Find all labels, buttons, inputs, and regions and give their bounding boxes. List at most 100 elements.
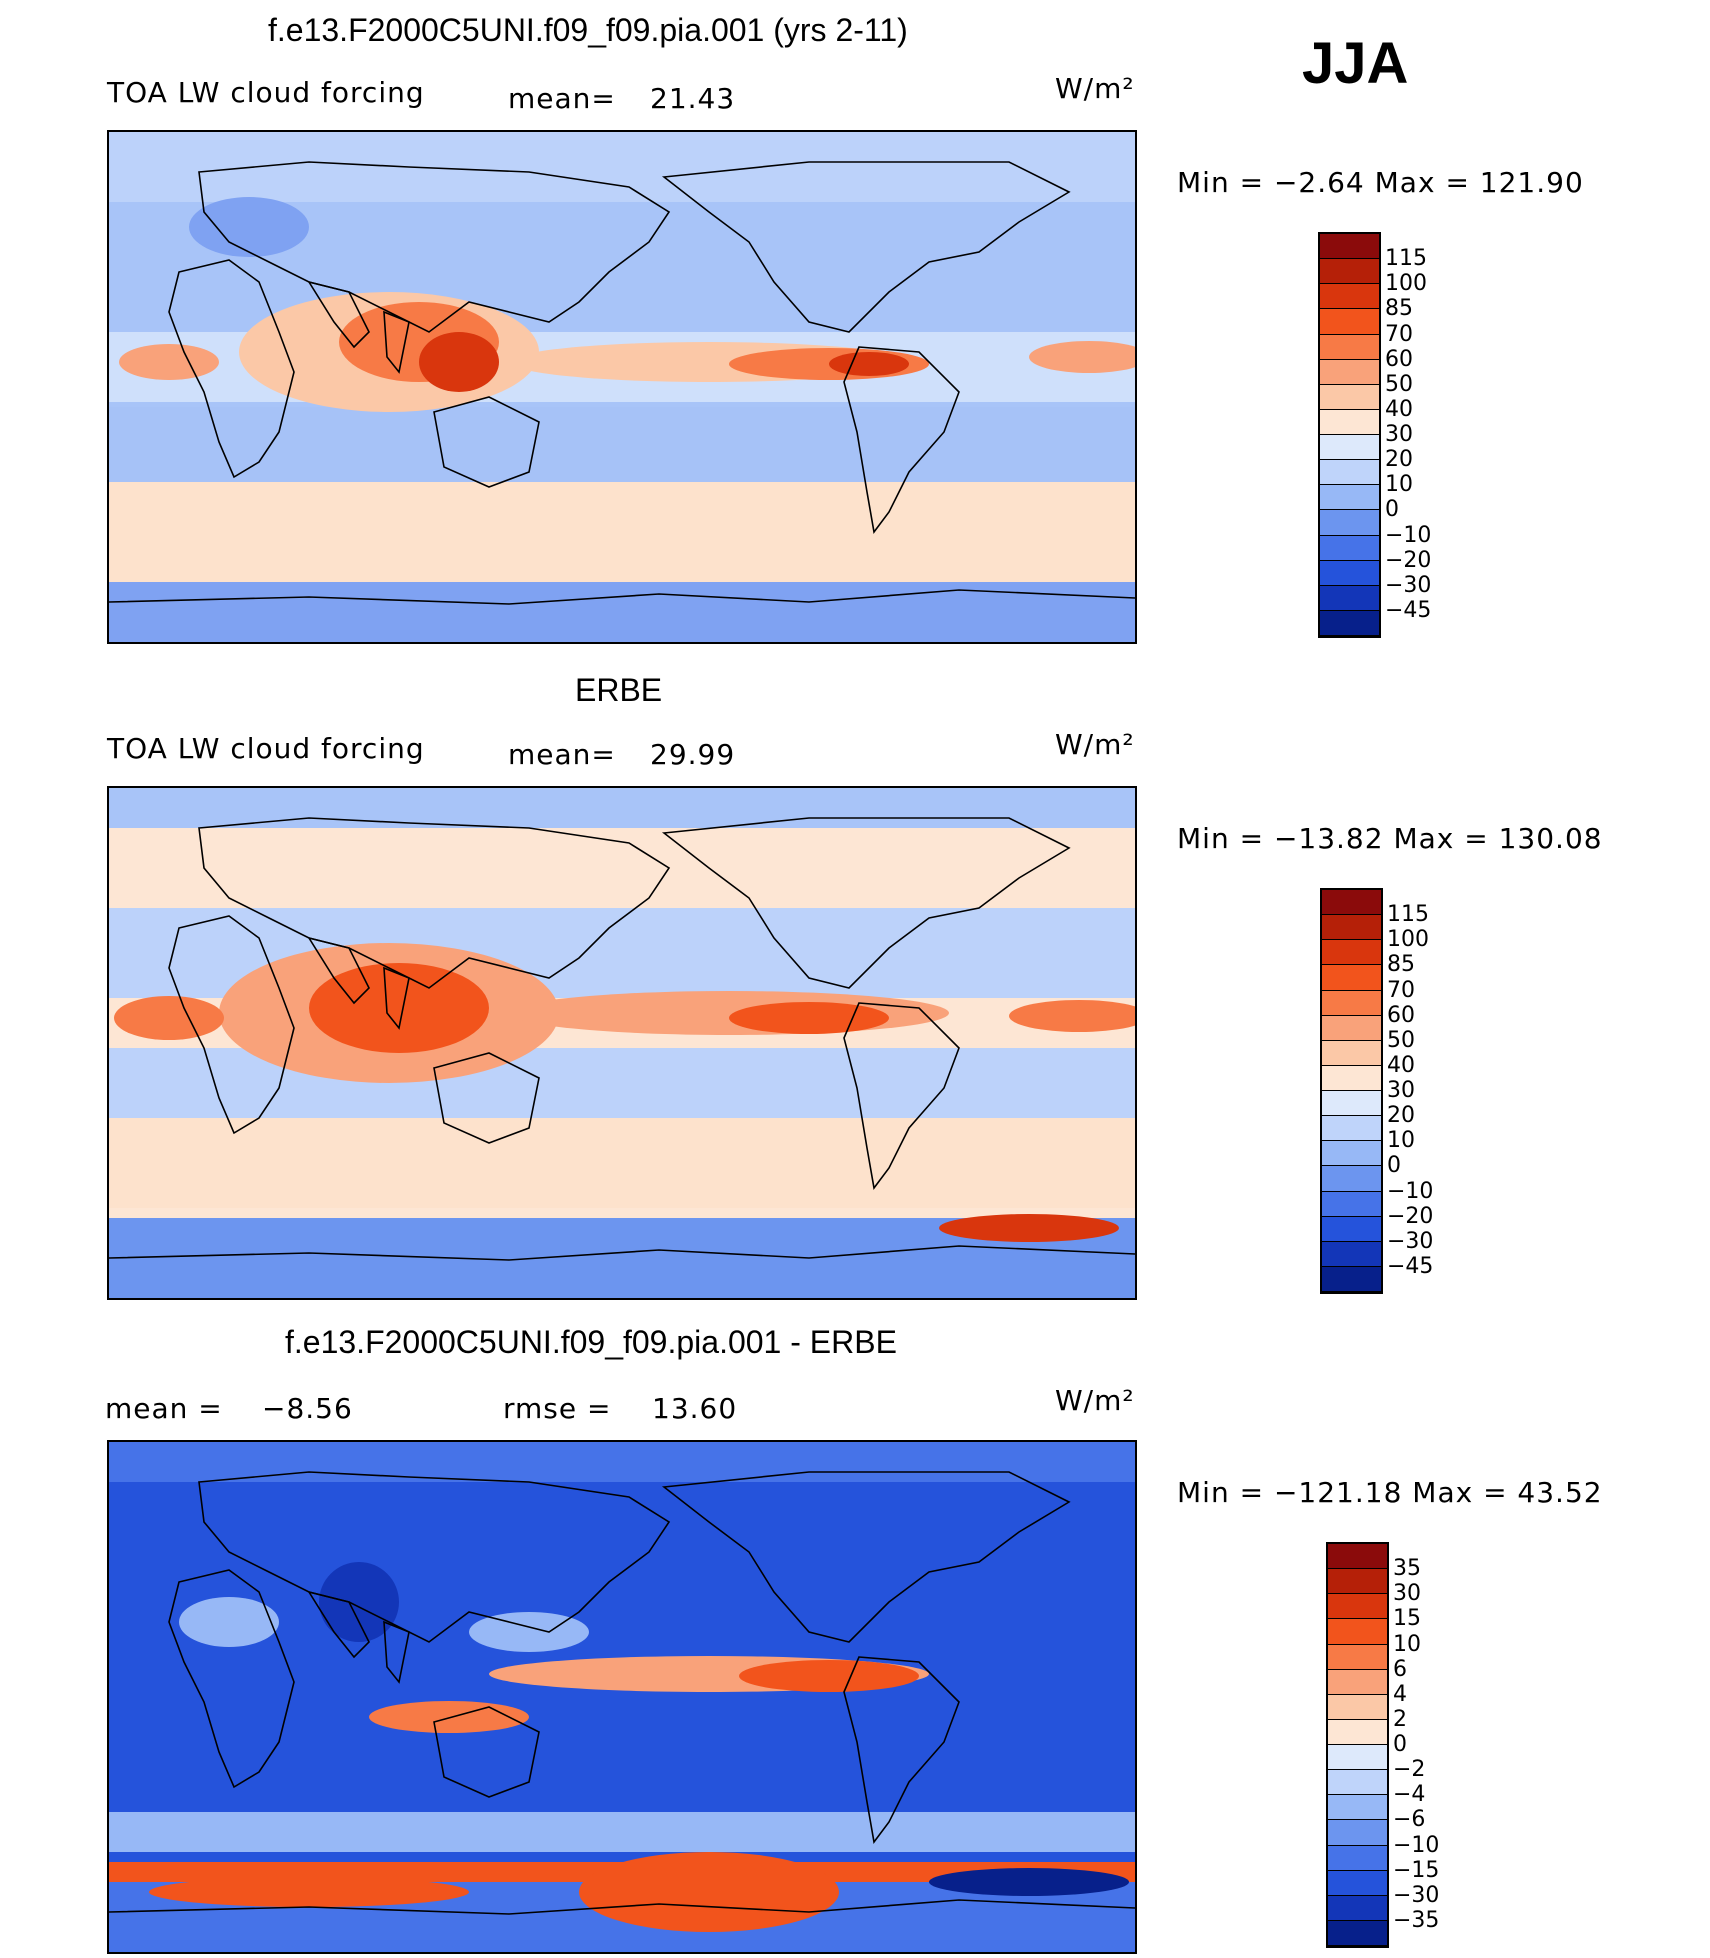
panel3-map-canvas	[109, 1442, 1135, 1952]
field-contour	[579, 1852, 839, 1932]
field-band	[109, 1812, 1135, 1852]
coastline	[109, 1245, 1135, 1261]
field-contour	[1009, 1000, 1135, 1032]
field-contour	[549, 933, 789, 983]
coastline	[433, 1706, 540, 1798]
colorbar-swatch	[1328, 1870, 1387, 1896]
panel1-variable-label: TOA LW cloud forcing	[107, 76, 425, 109]
colorbar-swatch	[1320, 610, 1379, 636]
colorbar-swatch	[1328, 1920, 1387, 1946]
colorbar-tick-label: 50	[1385, 371, 1413, 397]
field-contour	[309, 963, 489, 1053]
coastline	[307, 280, 410, 374]
colorbar-tick-label: −45	[1385, 597, 1432, 623]
field-band	[109, 1118, 1135, 1208]
panel1-range: Min = −2.64 Max = 121.90	[1177, 166, 1584, 199]
colorbar-swatch	[1322, 1241, 1381, 1267]
coastline	[198, 817, 671, 989]
colorbar-swatch	[1320, 560, 1379, 586]
colorbar-tick-label: 60	[1385, 346, 1413, 372]
coastline	[168, 1569, 295, 1789]
colorbar-tick-label: 15	[1393, 1606, 1421, 1632]
coastline	[307, 936, 410, 1030]
colorbar-tick-label: −30	[1385, 572, 1432, 598]
colorbar-swatch	[1328, 1895, 1387, 1921]
colorbar-tick-label: −30	[1387, 1228, 1434, 1254]
colorbar-tick-label: −15	[1393, 1857, 1440, 1883]
colorbar-swatch	[1328, 1594, 1387, 1620]
colorbar-swatch	[1328, 1569, 1387, 1595]
colorbar-swatch	[1322, 890, 1381, 916]
coastline	[843, 346, 960, 534]
panel2-units: W/m²	[1055, 728, 1135, 761]
colorbar-swatch	[1328, 1845, 1387, 1871]
colorbar-tick-label: 100	[1387, 927, 1429, 953]
colorbar-swatch	[1320, 259, 1379, 285]
colorbar-tick-label: 0	[1387, 1153, 1401, 1179]
panel1-mean-value: 21.43	[650, 82, 736, 115]
colorbar-tick-label: −20	[1387, 1203, 1434, 1229]
panel2-range: Min = −13.82 Max = 130.08	[1177, 822, 1603, 855]
colorbar-swatch	[1328, 1669, 1387, 1695]
colorbar-swatch	[1320, 585, 1379, 611]
colorbar-tick-label: 100	[1385, 271, 1427, 297]
colorbar-swatch	[1328, 1770, 1387, 1796]
colorbar-tick-label: 40	[1387, 1052, 1415, 1078]
colorbar-swatch	[1328, 1544, 1387, 1570]
colorbar-tick-label: 6	[1393, 1656, 1407, 1682]
colorbar-tick-label: 0	[1385, 497, 1399, 523]
colorbar-swatch	[1322, 1141, 1381, 1167]
colorbar-swatch	[1328, 1619, 1387, 1645]
colorbar-swatch	[1320, 435, 1379, 461]
colorbar-swatch	[1322, 1266, 1381, 1292]
panel2-title: ERBE	[575, 672, 663, 708]
field-contour	[829, 352, 909, 376]
colorbar-tick-label: −10	[1385, 522, 1432, 548]
colorbar-tick-label: 10	[1387, 1128, 1415, 1154]
colorbar-swatch	[1322, 965, 1381, 991]
colorbar-tick-label: 4	[1393, 1681, 1407, 1707]
colorbar-swatch	[1322, 1166, 1381, 1192]
colorbar-swatch	[1328, 1644, 1387, 1670]
colorbar-tick-label: 35	[1393, 1556, 1421, 1582]
colorbar-swatch	[1320, 334, 1379, 360]
colorbar-swatch	[1320, 284, 1379, 310]
field-contour	[939, 1214, 1119, 1242]
colorbar-swatch	[1320, 510, 1379, 536]
season-label: JJA	[1302, 31, 1409, 96]
field-contour	[419, 332, 499, 392]
colorbar-tick-label: 0	[1393, 1732, 1407, 1757]
colorbar-tick-label: 60	[1387, 1002, 1415, 1028]
colorbar-swatch	[1328, 1719, 1387, 1745]
field-contour	[119, 344, 219, 380]
colorbar-tick-label: 30	[1385, 422, 1413, 447]
colorbar-tick-label: −4	[1393, 1782, 1426, 1808]
colorbar-tick-label: −2	[1393, 1757, 1426, 1783]
coastline	[168, 259, 295, 479]
panel3-title: f.e13.F2000C5UNI.f09_f09.pia.001 - ERBE	[285, 1324, 897, 1360]
panel3-units: W/m²	[1055, 1384, 1135, 1417]
colorbar-tick-label: −10	[1387, 1178, 1434, 1204]
colorbar-tick-label: −10	[1393, 1832, 1440, 1858]
colorbar-tick-label: −35	[1393, 1907, 1440, 1933]
coastline	[198, 161, 671, 333]
field-band	[109, 1742, 1135, 1802]
panel3-range: Min = −121.18 Max = 43.52	[1177, 1476, 1603, 1509]
colorbar-swatch	[1322, 915, 1381, 941]
field-band	[109, 482, 1135, 582]
coastline	[433, 1052, 540, 1144]
colorbar-tick-label: 50	[1387, 1027, 1415, 1053]
panel3-rmse-label: rmse =	[503, 1392, 612, 1425]
colorbar-swatch	[1328, 1694, 1387, 1720]
colorbar-tick-label: 20	[1387, 1103, 1415, 1129]
panel2-colorbar	[1320, 888, 1383, 1294]
coastline	[843, 1002, 960, 1190]
coastline	[109, 1899, 1135, 1915]
colorbar-tick-label: 115	[1385, 246, 1427, 272]
panel3-mean-value: −8.56	[262, 1392, 353, 1425]
coastline	[661, 161, 1071, 333]
field-contour	[149, 1877, 469, 1907]
panel1-colorbar	[1318, 232, 1381, 638]
colorbar-swatch	[1322, 940, 1381, 966]
panel3-colorbar	[1326, 1542, 1389, 1948]
